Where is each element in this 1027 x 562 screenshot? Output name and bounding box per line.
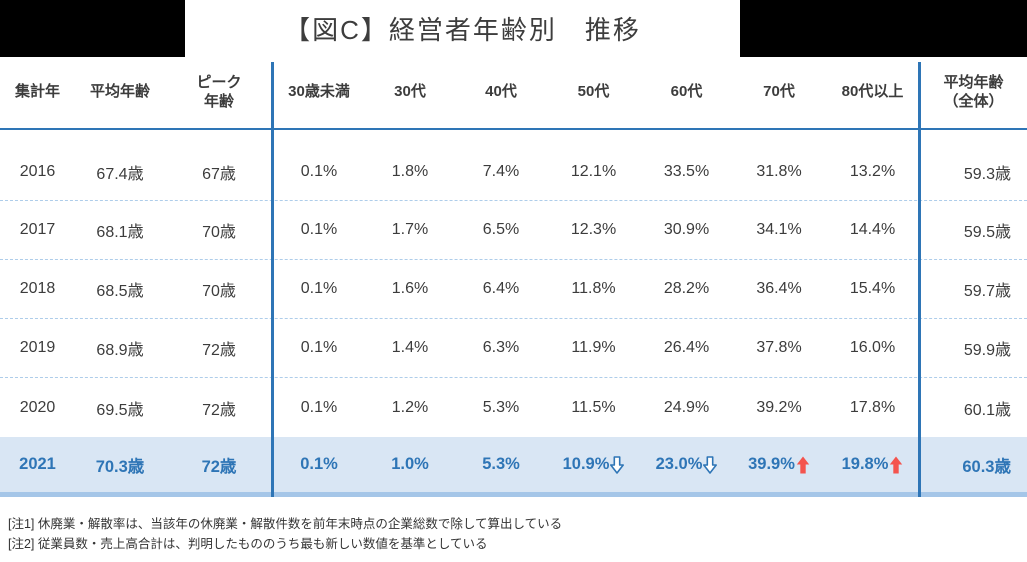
vertical-divider-left	[271, 62, 274, 497]
table-cell: 30.9%	[663, 221, 710, 238]
table-cell: 17.8%	[849, 398, 896, 416]
col-header-average-age-overall: 平均年齢 （全体）	[943, 73, 1004, 110]
table-cell: 70歳	[202, 224, 236, 241]
table-cell: 11.8%	[571, 280, 616, 297]
down-arrow-icon	[703, 455, 718, 474]
year-cell: 2019	[19, 339, 56, 356]
average-age-overall-cell: 60.3歳	[962, 457, 1011, 476]
col-header-average-age: 平均年齢	[89, 83, 150, 101]
table-cell: 13.2%	[849, 163, 896, 180]
table-cell: 68.9歳	[96, 342, 144, 359]
note-1: [注1] 休廃業・解散率は、当該年の休廃業・解散件数を前年末時点の企業総数で除し…	[8, 517, 563, 531]
table-cell: 6.3%	[482, 339, 520, 356]
year-cell: 2017	[19, 221, 56, 238]
table-cell: 0.1%	[300, 221, 338, 238]
table-cell: 6.4%	[482, 280, 520, 297]
table-cell: 67.4歳	[96, 166, 144, 183]
year-cell: 2020	[19, 398, 56, 416]
table-cell: 70歳	[202, 283, 236, 300]
table-cell: 7.4%	[482, 163, 520, 180]
table-cell: 33.5%	[663, 163, 710, 180]
table-cell: 11.9%	[571, 339, 616, 356]
table-cell: 11.5%	[571, 398, 616, 416]
col-header-peak-age: ピーク 年齢	[196, 73, 242, 110]
table-cell: 6.5%	[482, 221, 520, 238]
table-cell: 19.8%	[825, 455, 920, 474]
table-cell: 10.9%	[547, 455, 640, 474]
table-cell: 68.1歳	[96, 224, 144, 241]
table-row: 2020 69.5歳 72歳 0.1% 1.2% 5.3% 11.5% 24.9% 39.2% 1…	[0, 378, 1027, 437]
average-age-overall-cell: 59.7歳	[963, 283, 1011, 300]
table-header-row: 集計年 平均年齢 ピーク 年齢 30歳未満 30代 40代 50代 60代 70…	[0, 57, 1027, 130]
table-cell: 16.0%	[849, 339, 896, 356]
table-cell: 67歳	[202, 166, 236, 183]
table-cell: 5.3%	[482, 455, 520, 473]
up-arrow-icon	[796, 456, 810, 473]
table-cell: 0.1%	[300, 163, 338, 180]
col-header-70s: 70代	[763, 83, 795, 101]
col-header-60s: 60代	[670, 83, 703, 101]
col-header-30s: 30代	[394, 83, 426, 101]
table-cell: 1.7%	[391, 221, 429, 238]
table-row: 2019 68.9歳 72歳 0.1% 1.4% 6.3% 11.9% 26.4% 37.8% 1…	[0, 319, 1027, 378]
table-cell: 0.1%	[300, 280, 338, 297]
col-header-50s: 50代	[577, 83, 610, 101]
col-header-survey-year: 集計年	[14, 83, 60, 101]
table-cell: 5.3%	[482, 398, 520, 416]
note-2: [注2] 従業員数・売上高合計は、判明したもののうち最も新しい数値を基準としてい…	[8, 537, 488, 551]
year-cell: 2016	[19, 163, 56, 180]
col-header-80s-plus: 80代以上	[841, 83, 904, 101]
table-cell: 24.9%	[663, 398, 710, 416]
table-cell: 1.6%	[391, 280, 429, 297]
table-cell: 68.5歳	[96, 283, 144, 300]
table-cell: 1.0%	[391, 455, 429, 473]
table-cell: 39.9%	[733, 455, 825, 474]
table-cell: 37.8%	[756, 339, 802, 356]
year-cell: 2021	[19, 455, 56, 473]
table-row: 2021 70.3歳 72歳 0.1% 1.0% 5.3% 10.9% 23.0% 39.9% 1…	[0, 437, 1027, 492]
table-cell: 69.5歳	[96, 401, 144, 419]
table-cell: 72歳	[202, 342, 236, 359]
table-cell: 28.2%	[663, 280, 710, 297]
table-cell: 23.0%	[640, 455, 733, 474]
table-cell: 39.2%	[756, 398, 802, 416]
table-cell: 36.4%	[756, 280, 802, 297]
col-header-under-30: 30歳未満	[288, 83, 350, 101]
figure-title: 【図C】経営者年齢別 推移	[284, 15, 641, 45]
average-age-overall-cell: 59.5歳	[963, 224, 1011, 241]
down-arrow-icon	[610, 455, 625, 474]
table-cell: 72歳	[201, 457, 237, 476]
table-cell: 12.1%	[570, 163, 617, 180]
table-row: 2016 67.4歳 67歳 0.1% 1.8% 7.4% 12.1% 33.5% 31.8% 1…	[0, 130, 1027, 201]
table-cell: 0.1%	[300, 398, 338, 416]
table-cell: 26.4%	[663, 339, 710, 356]
table-cell: 31.8%	[756, 163, 802, 180]
table-cell: 1.4%	[391, 339, 429, 356]
table-cell: 72歳	[202, 401, 236, 419]
table-cell: 12.3%	[570, 221, 617, 238]
table-cell: 1.2%	[391, 398, 429, 416]
table-row: 2017 68.1歳 70歳 0.1% 1.7% 6.5% 12.3% 30.9% 34.1% 1…	[0, 201, 1027, 260]
vertical-divider-right	[918, 62, 921, 497]
year-cell: 2018	[19, 280, 56, 297]
up-arrow-icon	[890, 456, 903, 473]
table-cell: 0.1%	[300, 455, 338, 473]
table-body: 2016 67.4歳 67歳 0.1% 1.8% 7.4% 12.1% 33.5% 31.8% 1…	[0, 130, 1027, 492]
table-cell: 0.1%	[300, 339, 338, 356]
average-age-overall-cell: 59.3歳	[963, 166, 1011, 183]
average-age-overall-cell: 59.9歳	[963, 342, 1011, 359]
footnotes: [注1] 休廃業・解散率は、当該年の休廃業・解散件数を前年末時点の企業総数で除し…	[8, 514, 1008, 554]
title-box: 【図C】経営者年齢別 推移	[185, 0, 740, 57]
table-bottom-border	[0, 492, 1027, 497]
table-cell: 14.4%	[849, 221, 896, 238]
table-row: 2018 68.5歳 70歳 0.1% 1.6% 6.4% 11.8% 28.2% 36.4% 1…	[0, 260, 1027, 319]
average-age-overall-cell: 60.1歳	[963, 401, 1011, 419]
col-header-40s: 40代	[485, 83, 517, 101]
table-cell: 15.4%	[849, 280, 896, 297]
age-distribution-table: 集計年 平均年齢 ピーク 年齢 30歳未満 30代 40代 50代 60代 70…	[0, 57, 1027, 497]
table-cell: 1.8%	[391, 163, 429, 180]
table-cell: 70.3歳	[95, 457, 145, 476]
table-cell: 34.1%	[756, 221, 802, 238]
